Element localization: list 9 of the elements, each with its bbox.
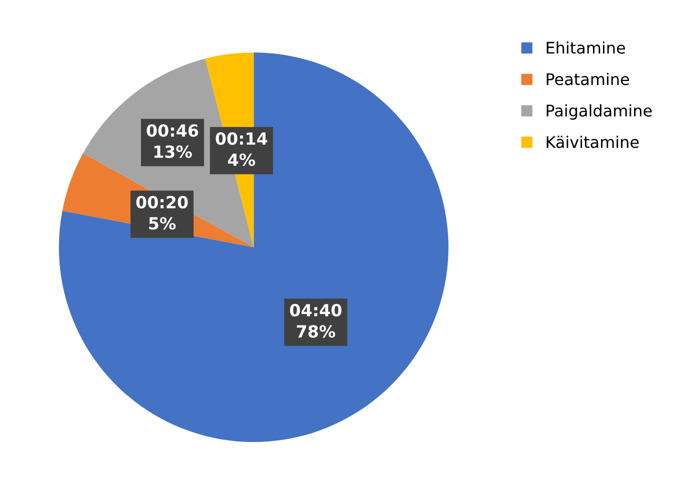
legend-label: Paigaldamine [546, 104, 652, 120]
legend-label: Käivitamine [546, 136, 639, 148]
data-label: 00:20 5% [136, 196, 188, 230]
data-label: 00:14 4% [216, 132, 268, 166]
legend-label: Peatamine [546, 72, 630, 86]
legend-label: Ehitamine [546, 41, 625, 54]
pie-slice [58, 52, 448, 442]
data-label: 04:40 78% [290, 304, 342, 338]
data-label: 00:46 13% [146, 124, 198, 158]
